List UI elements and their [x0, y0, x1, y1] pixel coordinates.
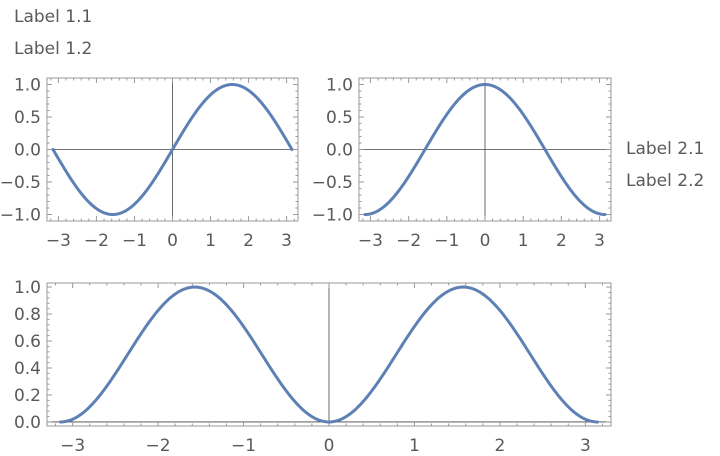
y-tick-label: 0.5	[14, 108, 41, 128]
y-tick-label: 0.5	[326, 108, 353, 128]
plot-sine-squared: −3 −2 −1 0 1 2 3 0.0 0.2 0.4 0.6 0.8 1.0	[14, 278, 612, 456]
series-curve	[59, 285, 599, 424]
label-1-2: Label 1.2	[14, 39, 92, 59]
y-tick-label: −1.0	[0, 206, 41, 226]
y-tick-label: 1.0	[326, 76, 353, 96]
label-2-2: Label 2.2	[626, 171, 704, 191]
x-tick-label: 3	[594, 231, 605, 251]
x-tick-label: −2	[396, 231, 421, 251]
x-tick-label: 0	[324, 436, 335, 456]
x-tick-label: −3	[46, 231, 71, 251]
x-tick-label: −2	[84, 231, 109, 251]
x-tick-label: 2	[556, 231, 567, 251]
y-tick-label: 0.6	[14, 332, 41, 352]
x-tick-label: 3	[281, 231, 292, 251]
series-curve	[363, 83, 607, 216]
x-tick-label: 1	[409, 436, 420, 456]
y-tick-label: 1.0	[14, 278, 41, 298]
x-tick-label: −1	[434, 231, 459, 251]
x-tick-label: −1	[122, 231, 147, 251]
x-tick-label: 0	[480, 231, 491, 251]
label-1-1: Label 1.1	[14, 7, 92, 27]
x-tick-label: −1	[231, 436, 256, 456]
x-tick-label: −2	[146, 436, 171, 456]
x-tick-label: 2	[494, 436, 505, 456]
x-tick-label: 0	[167, 231, 178, 251]
y-tick-label: 0.0	[326, 141, 353, 161]
x-tick-label: −3	[60, 436, 85, 456]
x-tick-label: 2	[243, 231, 254, 251]
x-tick-label: 3	[580, 436, 591, 456]
plot-sine: −3 −2 −1 0 1 2 3 −1.0 −0.5 0.0 0.5 1.0	[0, 76, 299, 251]
y-tick-label: 0.8	[14, 305, 41, 325]
x-tick-label: 1	[518, 231, 529, 251]
label-2-1: Label 2.1	[626, 139, 704, 159]
series-curve	[51, 83, 294, 216]
y-tick-label: 0.0	[14, 413, 41, 433]
y-tick-label: 1.0	[14, 76, 41, 96]
y-tick-label: −0.5	[0, 173, 41, 193]
x-tick-label: −3	[358, 231, 383, 251]
y-tick-label: −0.5	[312, 173, 353, 193]
y-tick-label: 0.4	[14, 359, 41, 379]
y-tick-label: 0.2	[14, 386, 41, 406]
y-tick-label: 0.0	[14, 141, 41, 161]
y-tick-label: −1.0	[312, 206, 353, 226]
x-tick-label: 1	[205, 231, 216, 251]
plot-cosine: −3 −2 −1 0 1 2 3 −1.0 −0.5 0.0 0.5 1.0	[312, 76, 612, 251]
